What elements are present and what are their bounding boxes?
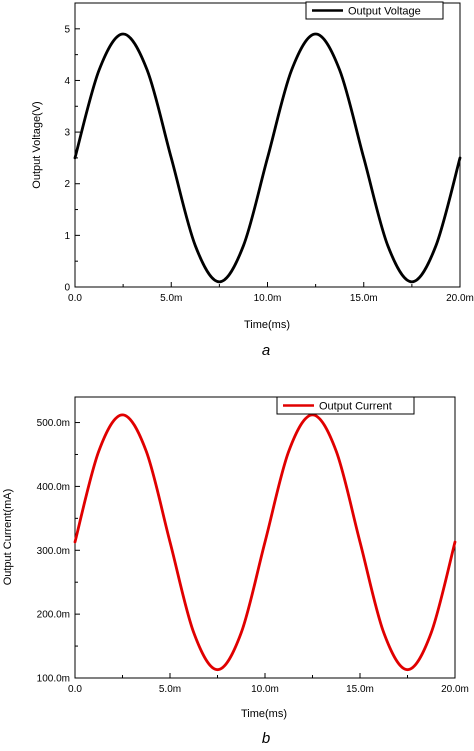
legend: Output Voltage bbox=[305, 1, 444, 20]
y-axis-title: Output Current(mA) bbox=[2, 489, 14, 586]
series-group bbox=[73, 413, 457, 672]
panel-label: a bbox=[262, 342, 270, 359]
x-tick-label: 0.0 bbox=[68, 293, 82, 304]
x-tick-label: 20.0m bbox=[446, 293, 474, 304]
x-axis-title: Time(ms) bbox=[244, 319, 290, 331]
chart-panel-a: 0.0 5.0m 10.0m 15.0m 20.0m 0 1 2 3 4 5 Output Volt… bbox=[31, 1, 474, 359]
legend-label: Output Voltage bbox=[348, 6, 421, 18]
x-tick-label: 10.0m bbox=[254, 293, 282, 304]
y-tick-label: 1 bbox=[64, 231, 70, 242]
series-line bbox=[73, 32, 462, 284]
panel-label: b bbox=[262, 730, 270, 746]
series-line bbox=[73, 413, 457, 672]
legend: Output Current bbox=[276, 396, 415, 415]
axis-ticks: 0.0 5.0m 10.0m 15.0m 20.0m 0 1 2 3 4 5 bbox=[64, 2, 474, 304]
y-tick-label: 100.0m bbox=[37, 674, 70, 685]
x-tick-label: 10.0m bbox=[251, 684, 279, 695]
x-tick-label: 5.0m bbox=[160, 293, 182, 304]
x-tick-label: 15.0m bbox=[346, 684, 374, 695]
y-tick-label: 4 bbox=[64, 76, 70, 87]
y-tick-label: 0 bbox=[64, 283, 70, 294]
legend-label: Output Current bbox=[319, 401, 392, 413]
y-tick-label: 500.0m bbox=[37, 418, 70, 429]
x-axis-title: Time(ms) bbox=[241, 708, 287, 720]
y-tick-label: 400.0m bbox=[37, 482, 70, 493]
chart-panel-b: 0.0 5.0m 10.0m 15.0m 20.0m 100.0m 200.0m 300.0m… bbox=[2, 396, 469, 747]
y-tick-label: 300.0m bbox=[37, 546, 70, 557]
y-tick-label: 5 bbox=[64, 24, 70, 35]
x-tick-label: 5.0m bbox=[159, 684, 181, 695]
y-tick-label: 200.0m bbox=[37, 610, 70, 621]
y-tick-label: 2 bbox=[64, 179, 70, 190]
x-tick-label: 15.0m bbox=[350, 293, 378, 304]
legend-box bbox=[305, 1, 444, 20]
series-group bbox=[73, 32, 462, 284]
y-axis-title: Output Voltage(V) bbox=[31, 101, 43, 188]
plot-frame bbox=[74, 2, 461, 288]
legend-box bbox=[276, 396, 415, 415]
x-tick-label: 0.0 bbox=[68, 684, 82, 695]
x-tick-label: 20.0m bbox=[441, 684, 469, 695]
axis-ticks: 0.0 5.0m 10.0m 15.0m 20.0m 100.0m 200.0m 300.0m… bbox=[37, 418, 469, 695]
y-tick-label: 3 bbox=[64, 128, 70, 139]
